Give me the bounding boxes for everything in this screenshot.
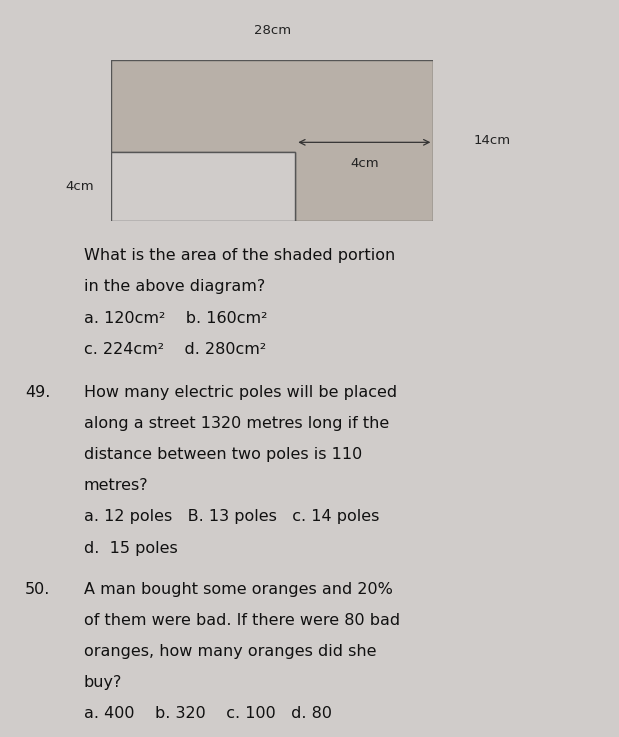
Text: distance between two poles is 110: distance between two poles is 110: [84, 447, 362, 462]
Text: A man bought some oranges and 20%: A man bought some oranges and 20%: [84, 581, 392, 597]
Text: How many electric poles will be placed: How many electric poles will be placed: [84, 385, 397, 400]
Text: a. 12 poles   B. 13 poles   c. 14 poles: a. 12 poles B. 13 poles c. 14 poles: [84, 509, 379, 525]
Text: 14cm: 14cm: [474, 133, 511, 147]
Text: What is the area of the shaded portion: What is the area of the shaded portion: [84, 248, 395, 263]
Polygon shape: [111, 60, 433, 220]
Text: 49.: 49.: [25, 385, 50, 400]
Text: in the above diagram?: in the above diagram?: [84, 279, 265, 295]
Text: 4cm: 4cm: [66, 180, 94, 192]
Text: 4cm: 4cm: [350, 157, 379, 170]
Text: c. 224cm²    d. 280cm²: c. 224cm² d. 280cm²: [84, 341, 266, 357]
Text: d.  15 poles: d. 15 poles: [84, 540, 177, 556]
Text: a. 120cm²    b. 160cm²: a. 120cm² b. 160cm²: [84, 310, 267, 326]
Text: of them were bad. If there were 80 bad: of them were bad. If there were 80 bad: [84, 612, 400, 628]
Text: 50.: 50.: [25, 581, 50, 597]
Text: buy?: buy?: [84, 675, 122, 690]
Text: metres?: metres?: [84, 478, 148, 493]
Text: along a street 1320 metres long if the: along a street 1320 metres long if the: [84, 416, 389, 431]
Text: 28cm: 28cm: [254, 24, 291, 37]
Text: oranges, how many oranges did she: oranges, how many oranges did she: [84, 644, 376, 659]
Text: a. 400    b. 320    c. 100   d. 80: a. 400 b. 320 c. 100 d. 80: [84, 706, 332, 721]
Bar: [111, 152, 295, 220]
